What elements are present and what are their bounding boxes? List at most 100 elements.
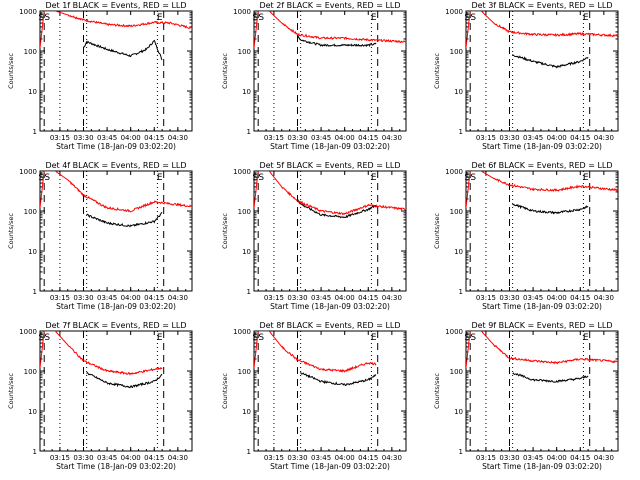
events-series-line [83,39,163,61]
x-tick-label: 04:30 [382,134,402,142]
x-tick-label: 03:15 [476,134,496,142]
panel-title: Det 3f BLACK = Events, RED = LLD [471,1,612,10]
end-marker: E [157,333,163,343]
y-tick-label: 1000 [445,8,463,16]
y-tick-label: 1 [459,128,463,136]
start-marker: S [44,173,50,183]
y-tick-label: 10 [242,88,251,96]
y-tick-label: 1 [459,288,463,296]
x-tick-label: 04:00 [121,454,141,462]
start-marker: S [470,173,476,183]
plot-frame [253,170,407,292]
panel-title: Det 4f BLACK = Events, RED = LLD [45,161,186,170]
y-tick-label: 1 [459,448,463,456]
lld-series-line [40,11,192,48]
y-tick-label: 1000 [233,328,251,336]
start-marker: S [464,13,470,23]
y-tick-label: 1 [33,128,37,136]
x-tick-label: 03:45 [311,454,331,462]
x-tick-label: 04:30 [594,454,614,462]
y-tick-label: 1000 [233,168,251,176]
x-tick-label: 03:45 [523,454,543,462]
y-tick-label: 100 [24,48,37,56]
panel-title: Det 8f BLACK = Events, RED = LLD [259,321,400,330]
x-tick-label: 04:15 [144,294,164,302]
x-axis-label: Start Time (18-Jan-09 03:02:20) [482,142,602,151]
events-series-line [300,371,377,387]
x-tick-label: 03:30 [73,454,93,462]
x-tick-label: 03:15 [476,454,496,462]
x-tick-label: 04:00 [121,134,141,142]
lld-series-line [40,171,192,213]
y-axis-label: Counts/sec [433,53,441,89]
x-tick-label: 04:15 [570,134,590,142]
plot-frame [39,330,193,452]
x-axis-label: Start Time (18-Jan-09 03:02:20) [270,462,390,471]
detector-panel: Det 5f BLACK = Events, RED = LLD 1 10 100 10… [221,161,407,311]
plot-frame [465,10,619,132]
y-tick-label: 10 [242,248,251,256]
x-tick-label: 04:30 [168,294,188,302]
y-tick-label: 1000 [233,8,251,16]
y-tick-label: 100 [24,368,37,376]
start-marker: S [38,13,44,23]
x-tick-label: 03:30 [499,454,519,462]
start-marker: S [258,333,264,343]
x-tick-label: 04:30 [382,294,402,302]
x-tick-label: 04:30 [382,454,402,462]
y-axis-label: Counts/sec [221,213,229,249]
x-tick-label: 04:00 [547,294,567,302]
lld-series-line [466,11,618,48]
x-tick-label: 04:00 [547,134,567,142]
x-tick-label: 04:30 [594,134,614,142]
x-tick-label: 03:30 [73,134,93,142]
x-axis-label: Start Time (18-Jan-09 03:02:20) [56,462,176,471]
panel-title: Det 9f BLACK = Events, RED = LLD [471,321,612,330]
events-series-line [86,371,163,389]
plot-frame [465,170,619,292]
panel-title: Det 5f BLACK = Events, RED = LLD [259,161,400,170]
x-tick-label: 03:45 [97,454,117,462]
start-marker: S [252,173,258,183]
start-marker: S [252,333,258,343]
end-marker: E [157,13,163,23]
y-axis-label: Counts/sec [7,213,15,249]
events-series-line [86,212,163,228]
x-tick-label: 04:30 [168,134,188,142]
events-series-line [512,203,589,215]
x-tick-label: 04:15 [570,454,590,462]
y-tick-label: 1 [33,448,37,456]
y-tick-label: 10 [454,88,463,96]
detector-panel: Det 1f BLACK = Events, RED = LLD 1 10 100 10… [7,1,193,151]
lld-series-line [254,11,406,48]
x-tick-label: 03:45 [523,134,543,142]
y-tick-label: 100 [238,208,251,216]
x-tick-label: 03:30 [287,134,307,142]
y-tick-label: 100 [24,208,37,216]
x-tick-label: 03:30 [499,134,519,142]
detector-panel: Det 9f BLACK = Events, RED = LLD 1 10 100 10… [433,321,619,471]
x-tick-label: 03:30 [287,294,307,302]
y-tick-label: 1000 [445,168,463,176]
y-tick-label: 1000 [19,8,37,16]
start-marker: S [464,173,470,183]
panel-title: Det 6f BLACK = Events, RED = LLD [471,161,612,170]
start-marker: S [38,173,44,183]
y-tick-label: 10 [454,408,463,416]
start-marker: S [464,333,470,343]
y-axis-label: Counts/sec [7,373,15,409]
y-tick-label: 1 [247,288,251,296]
y-axis-label: Counts/sec [433,373,441,409]
x-tick-label: 03:30 [73,294,93,302]
x-tick-label: 03:45 [311,134,331,142]
events-series-line [512,54,589,69]
start-marker: S [44,13,50,23]
x-tick-label: 04:15 [358,294,378,302]
y-tick-label: 100 [238,48,251,56]
y-tick-label: 100 [450,48,463,56]
y-tick-label: 100 [450,368,463,376]
y-tick-label: 1000 [19,328,37,336]
start-marker: S [470,333,476,343]
panel-title: Det 2f BLACK = Events, RED = LLD [259,1,400,10]
